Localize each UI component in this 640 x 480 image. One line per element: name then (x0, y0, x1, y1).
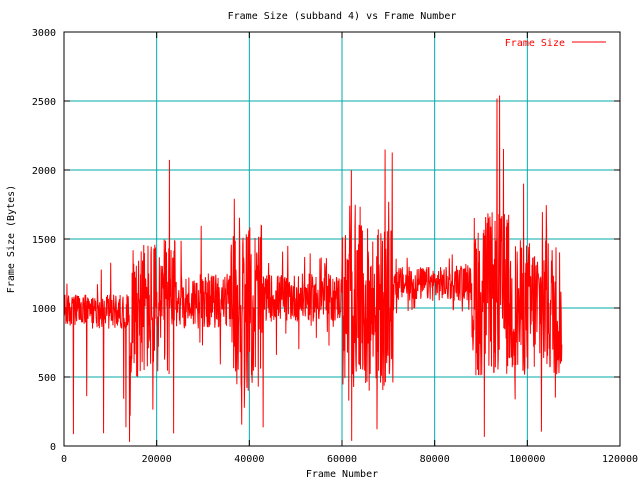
x-tick-label: 100000 (509, 454, 545, 465)
y-tick-label: 500 (38, 373, 56, 384)
x-tick-label: 40000 (234, 454, 264, 465)
y-tick-label: 1000 (32, 304, 56, 315)
plot-frame (63, 31, 621, 447)
series-line-frame-size (63, 95, 563, 442)
x-tick-label: 0 (61, 454, 67, 465)
legend-label-frame-size: Frame Size (505, 38, 565, 49)
x-axis-label: Frame Number (306, 469, 378, 480)
x-tick-label: 120000 (602, 454, 638, 465)
chart-title: Frame Size (subband 4) vs Frame Number (228, 11, 457, 22)
x-tick-label: 80000 (420, 454, 450, 465)
y-tick-label: 2000 (32, 166, 56, 177)
y-tick-label: 2500 (32, 97, 56, 108)
x-tick-label: 60000 (327, 454, 357, 465)
legend: Frame Size (505, 38, 606, 49)
x-tick-label: 20000 (142, 454, 172, 465)
y-axis-label: Frame Size (Bytes) (6, 185, 17, 293)
axis-ticks: 0 20000 40000 60000 80000 100000 120000 0 500 100… (32, 28, 638, 465)
y-tick-label: 0 (50, 442, 56, 453)
y-tick-label: 3000 (32, 28, 56, 39)
y-tick-label: 1500 (32, 235, 56, 246)
series-frame-size (63, 95, 563, 442)
